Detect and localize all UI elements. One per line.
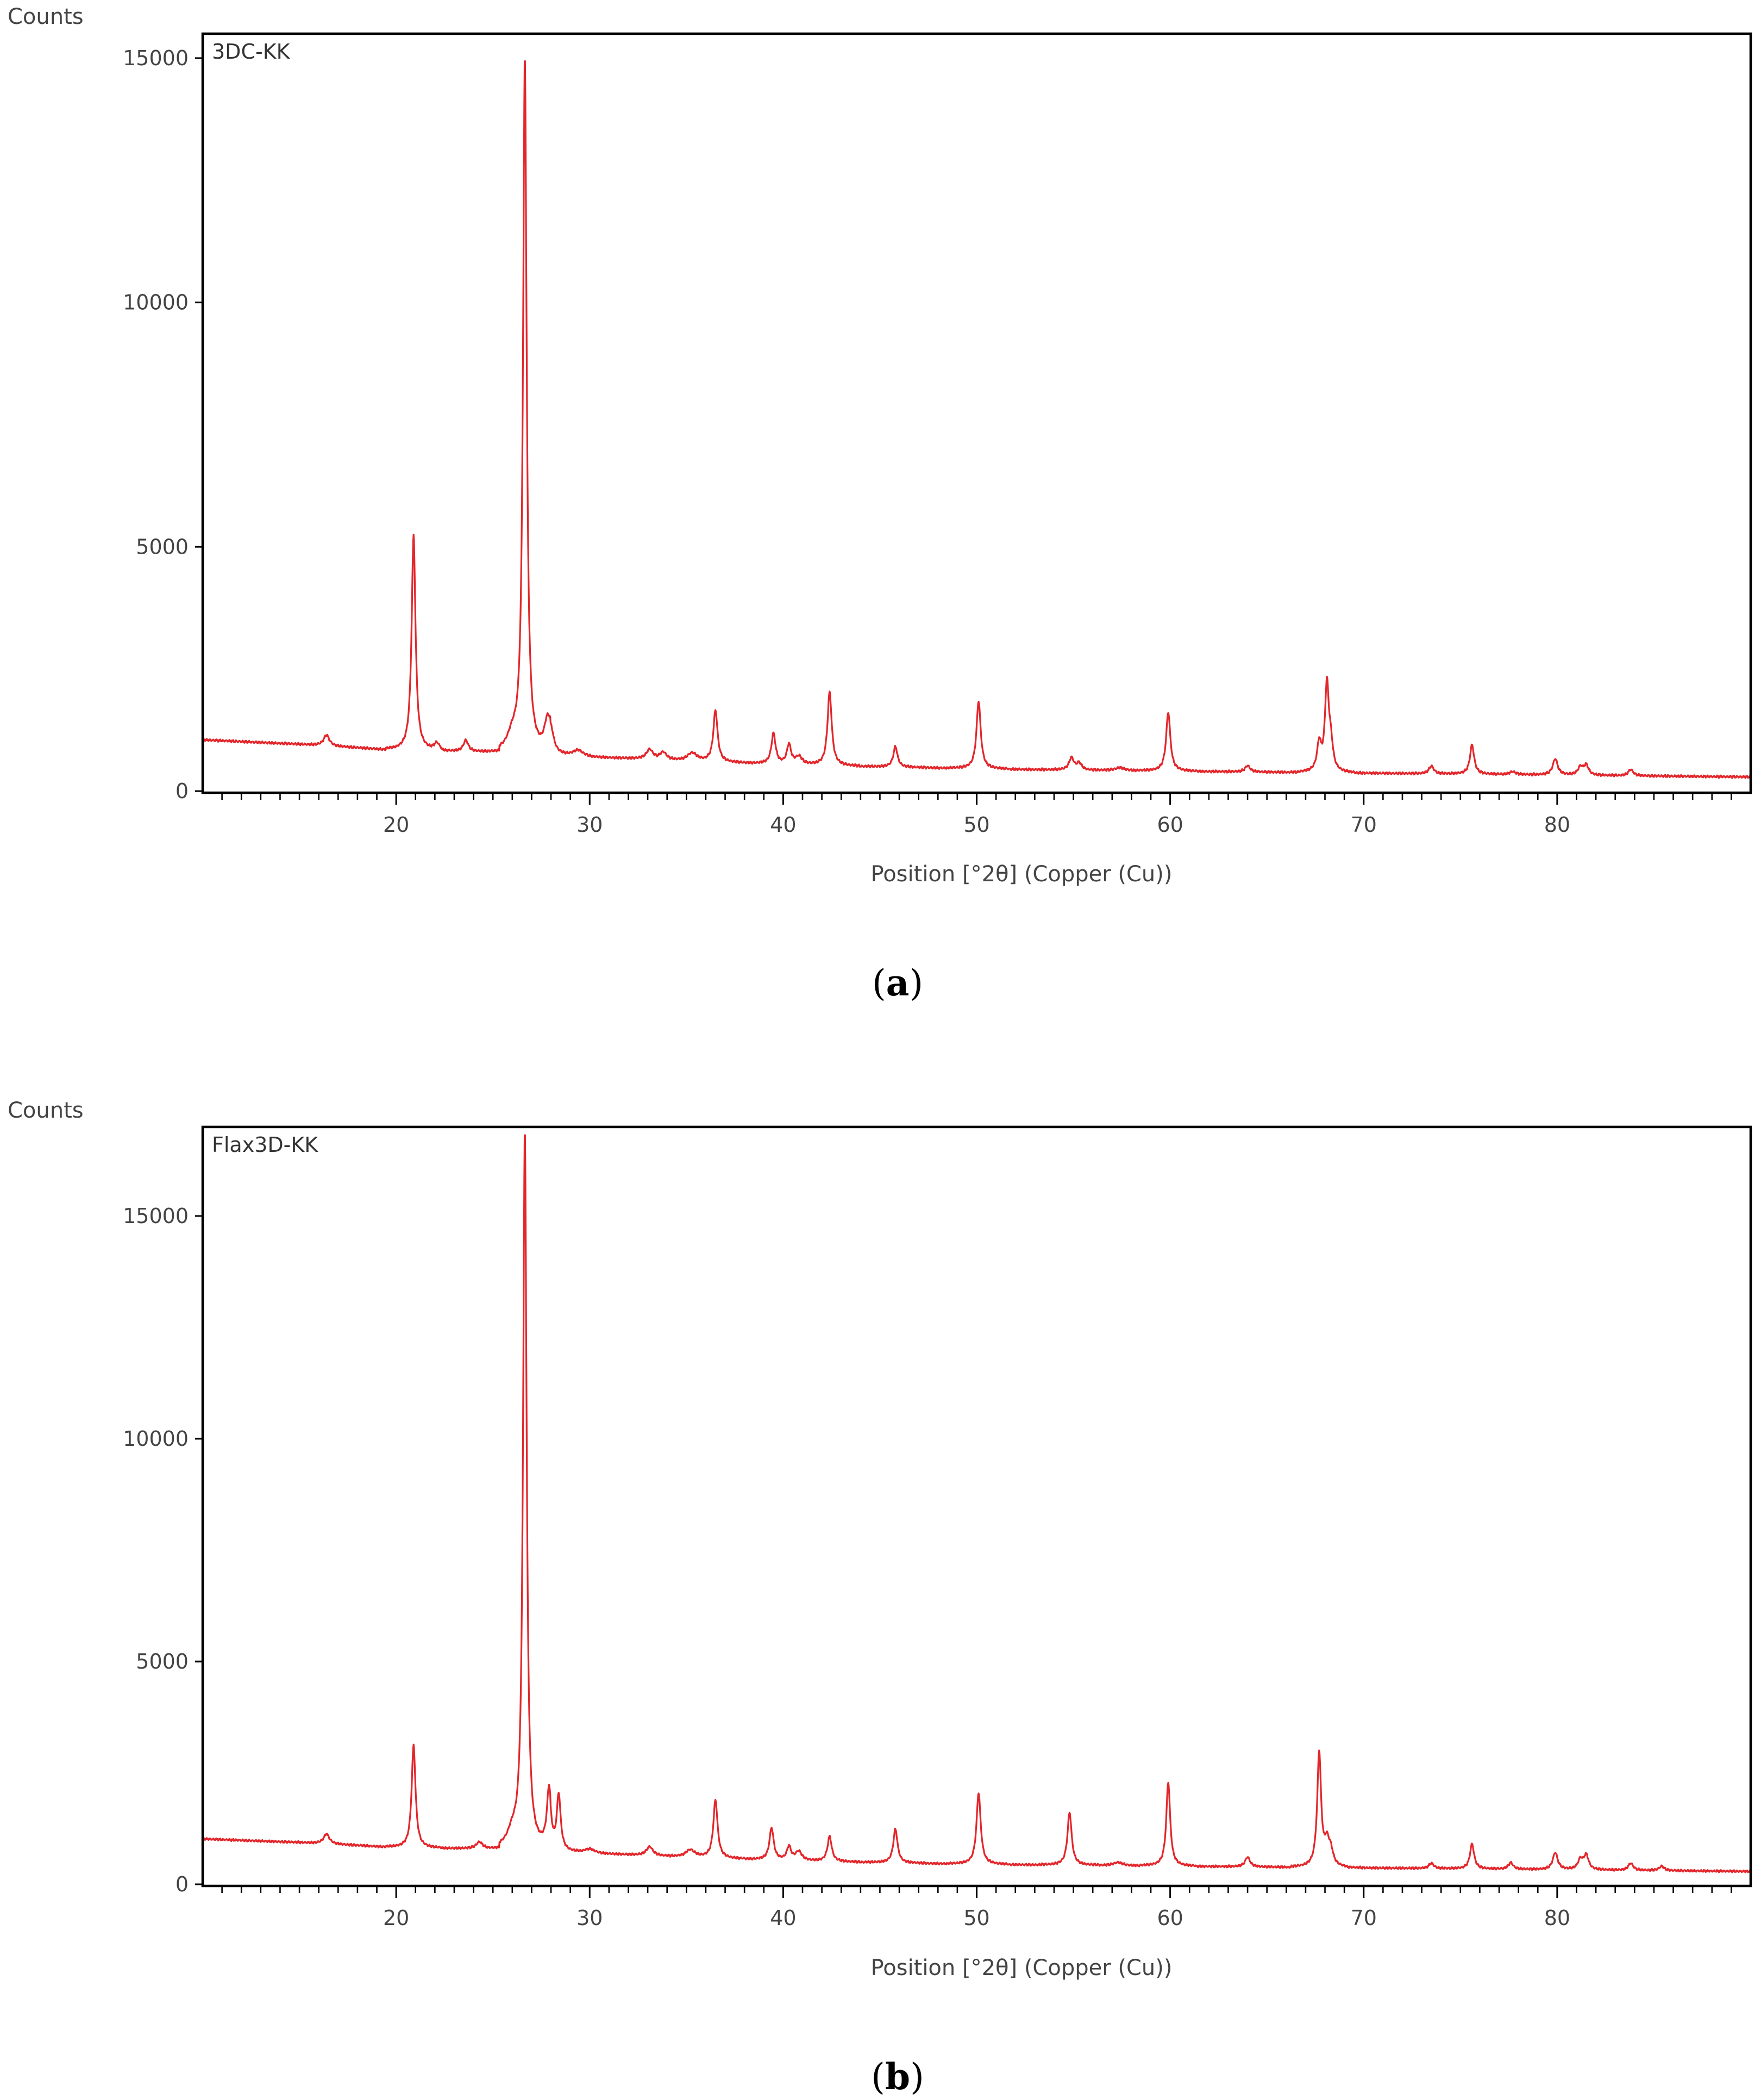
x-ticks-a: 20 30 40 50 60 70 80 (221, 793, 1732, 837)
panel-caption-a: (a) (872, 962, 923, 1004)
y-tick-label-a: 10000 (123, 291, 189, 315)
y-ticks-b: 0 5000 10000 15000 (123, 1204, 203, 1896)
y-ticks-a: 0 5000 10000 15000 (123, 46, 203, 803)
x-axis-label-a: Position [°2θ] (Copper (Cu)) (871, 862, 1173, 887)
panel-letter-b: b (885, 2055, 910, 2098)
panel-letter-a: a (886, 962, 910, 1004)
y-tick-label-a: 0 (176, 779, 189, 803)
y-axis-label-a: Counts (8, 4, 84, 29)
x-tick-label-a: 50 (963, 813, 989, 837)
x-tick-label-b: 40 (770, 1906, 796, 1930)
x-tick-label-b: 20 (383, 1906, 409, 1930)
x-tick-label-a: 70 (1351, 813, 1377, 837)
y-tick-label-b: 5000 (136, 1650, 189, 1673)
x-axis-label-b: Position [°2θ] (Copper (Cu)) (871, 1955, 1173, 1980)
y-tick-label-b: 15000 (123, 1204, 189, 1228)
x-tick-label-a: 60 (1157, 813, 1183, 837)
y-tick-label-b: 0 (176, 1872, 189, 1896)
sample-label-a: 3DC-KK (212, 40, 291, 64)
series-line-a (202, 60, 1752, 779)
y-axis-label-b: Counts (8, 1098, 84, 1123)
x-ticks-b: 20 30 40 50 60 70 80 (221, 1886, 1732, 1930)
x-tick-label-a: 80 (1544, 813, 1570, 837)
x-tick-label-b: 60 (1157, 1906, 1183, 1930)
y-tick-label-a: 15000 (123, 46, 189, 70)
chart-panel-a: Counts 0 5000 10000 15000 20 30 40 50 60 70 80 3D… (8, 4, 1752, 1004)
series-line-b (202, 1134, 1752, 1873)
chart-panel-b: Counts 0 5000 10000 15000 20 30 40 50 60 70 80 Fl… (8, 1098, 1752, 2098)
x-tick-label-a: 40 (770, 813, 796, 837)
plot-frame-a (201, 32, 1752, 794)
x-tick-label-a: 30 (576, 813, 603, 837)
x-tick-label-b: 50 (963, 1906, 989, 1930)
y-tick-label-b: 10000 (123, 1427, 189, 1451)
x-tick-label-b: 80 (1544, 1906, 1570, 1930)
x-tick-label-b: 70 (1351, 1906, 1377, 1930)
sample-label-b: Flax3D-KK (212, 1133, 318, 1157)
y-tick-label-a: 5000 (136, 535, 189, 559)
x-tick-label-b: 30 (576, 1906, 603, 1930)
plot-frame-b (201, 1125, 1752, 1888)
panel-caption-b: (b) (871, 2055, 924, 2098)
x-tick-label-a: 20 (383, 813, 409, 837)
